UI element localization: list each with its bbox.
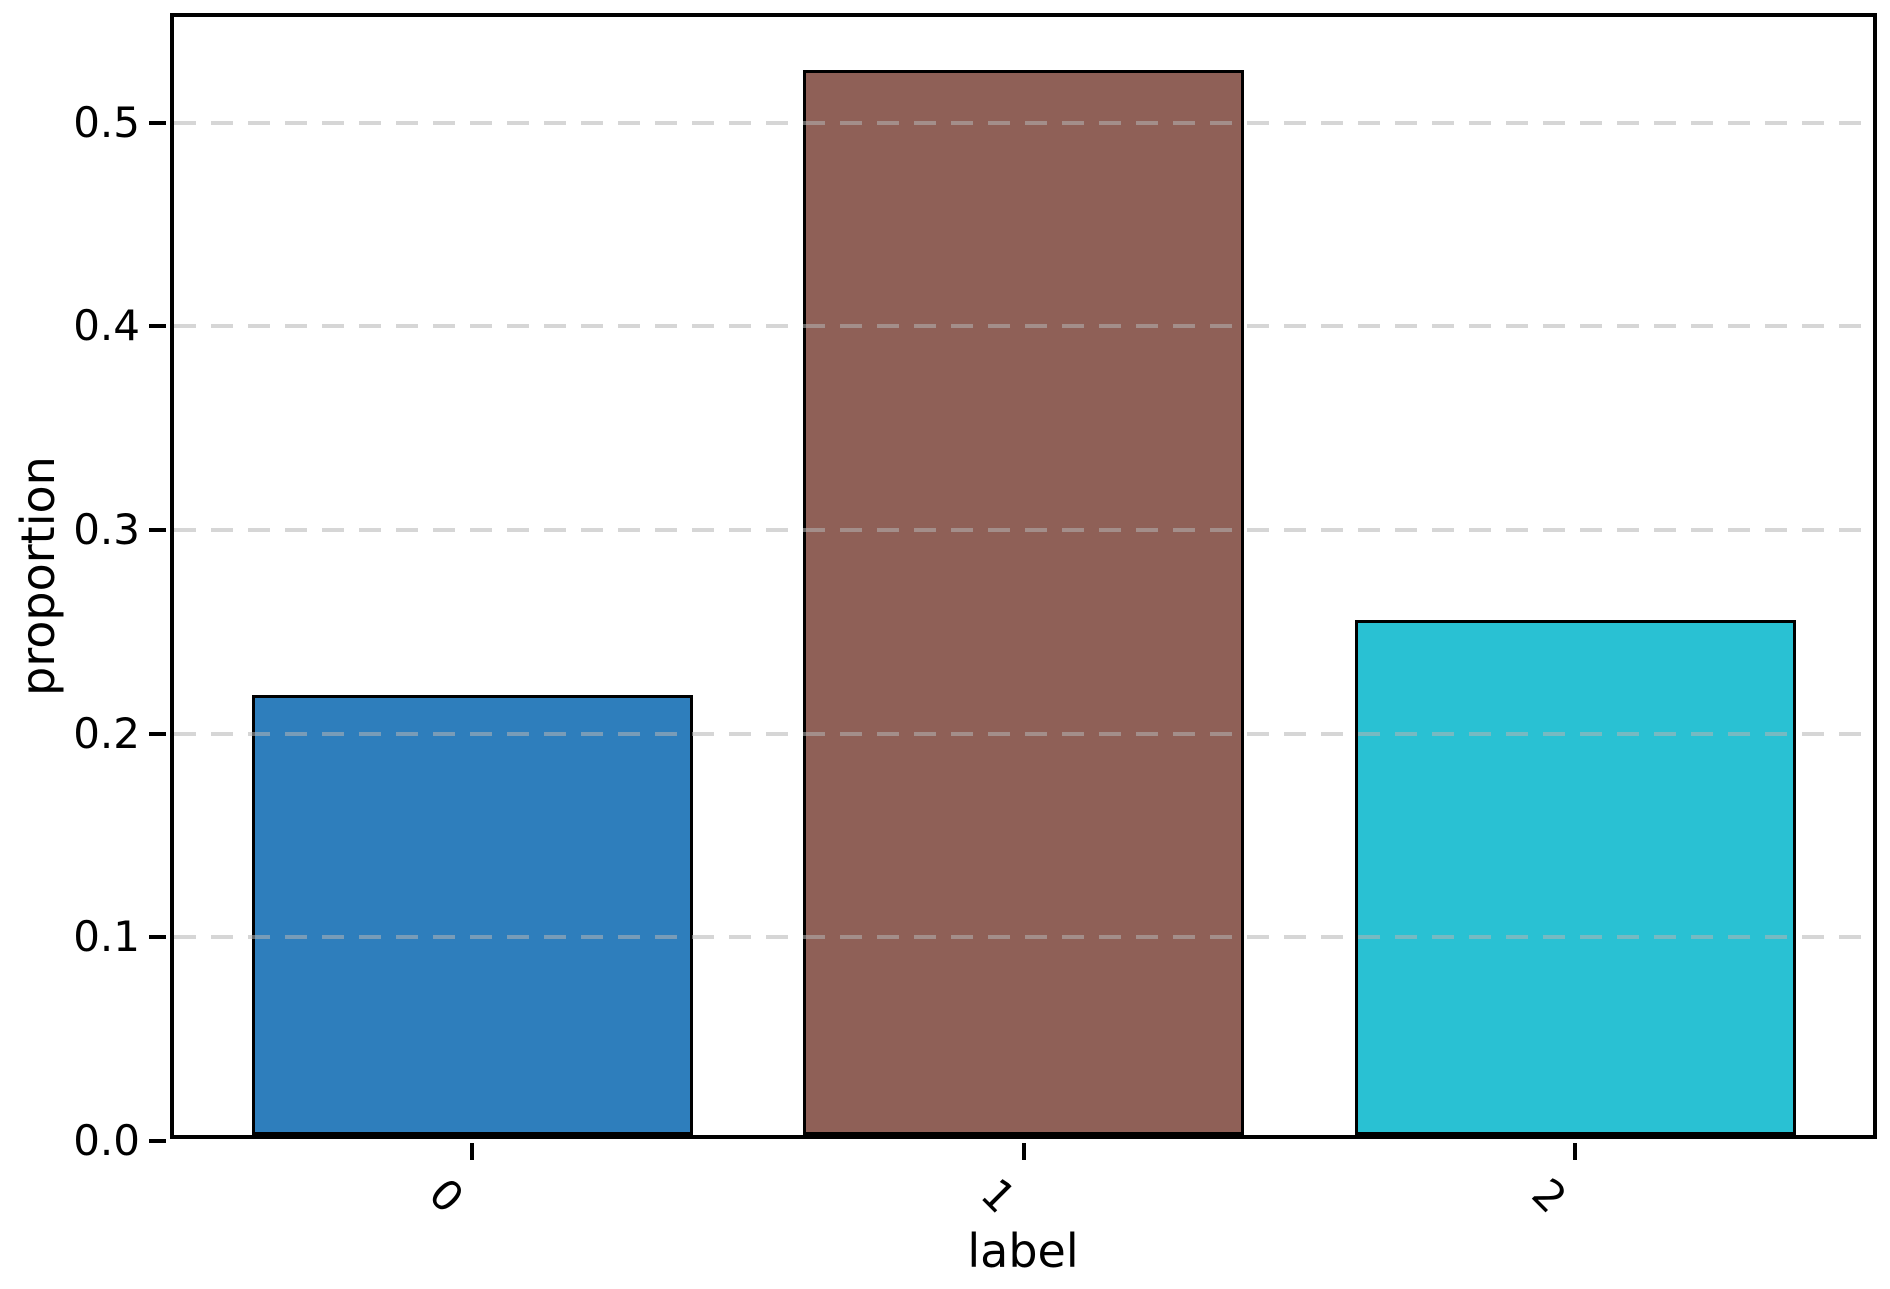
y-tick-mark [149, 324, 166, 329]
bar-category-0 [251, 694, 693, 1135]
x-tick-mark [1573, 1143, 1578, 1160]
y-tick-mark [149, 120, 166, 125]
y-tick-mark [149, 527, 166, 532]
axes [149, 13, 1877, 1160]
x-tick-mark [1021, 1143, 1026, 1160]
y-tick-mark [149, 1139, 166, 1143]
bar-category-2 [1354, 619, 1796, 1135]
bar-category-1 [803, 69, 1245, 1135]
y-tick-label: 0.1 [73, 912, 140, 962]
x-tick-label: 0 [419, 1168, 474, 1223]
y-tick-label: 0.3 [73, 504, 140, 554]
y-tick-label: 0.0 [73, 1116, 140, 1165]
gridline-y-0.2 [174, 731, 1873, 736]
gridline-y-0.5 [174, 120, 1873, 125]
x-axis-title: label [967, 1224, 1079, 1278]
gridline-y-0.4 [174, 324, 1873, 329]
gridline-y-0.3 [174, 527, 1873, 532]
x-tick-mark [470, 1143, 474, 1160]
y-tick-label: 0.4 [73, 301, 140, 351]
y-tick-mark [149, 935, 166, 940]
x-tick-label: 1 [971, 1168, 1025, 1223]
y-axis-title: proportion [11, 456, 65, 696]
gridline-y-0.1 [174, 935, 1873, 940]
y-tick-label: 0.5 [73, 97, 140, 147]
y-tick-label: 0.2 [73, 708, 140, 758]
y-tick-mark [149, 731, 166, 736]
x-tick-label: 2 [1522, 1168, 1577, 1223]
